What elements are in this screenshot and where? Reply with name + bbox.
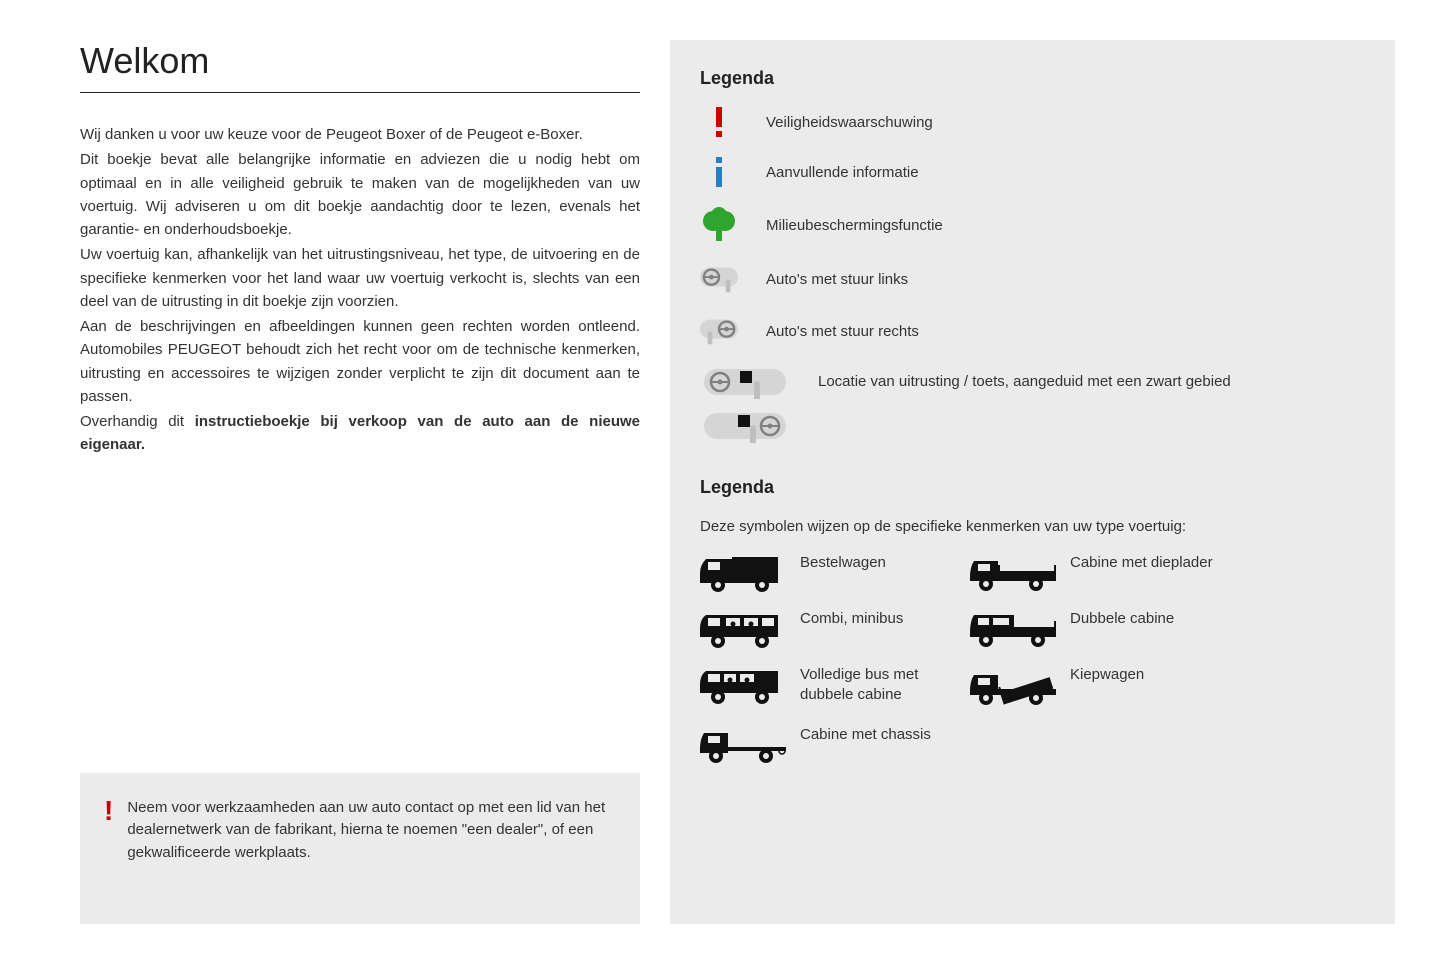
para-5-pre: Overhandig dit [80, 413, 195, 430]
legend-location-label: Locatie van uitrusting / toets, aangedui… [818, 367, 1365, 392]
doublecab-label: Dubbele cabine [1070, 607, 1365, 629]
tipper-label: Kiepwagen [1070, 663, 1365, 685]
para-5: Overhandig dit instructieboekje bij verk… [80, 410, 640, 457]
warning-box: ! Neem voor werkzaamheden aan uw auto co… [80, 773, 640, 925]
chassis-icon [700, 723, 790, 765]
warning-icon: ! [104, 797, 113, 865]
vehicle-grid: Bestelwagen Cabine met dieplader [700, 551, 1365, 765]
flatbed-icon [970, 551, 1060, 593]
combi-label: Combi, minibus [800, 607, 960, 629]
flatbed-label: Cabine met dieplader [1070, 551, 1365, 573]
bus-icon [700, 663, 790, 705]
legend-row-safety: Veiligheidswaarschuwing [700, 107, 1365, 137]
legend-safety-label: Veiligheidswaarschuwing [766, 112, 1365, 133]
chassis-label: Cabine met chassis [800, 723, 960, 745]
steering-right-icon [700, 315, 738, 347]
legend-info-label: Aanvullende informatie [766, 162, 1365, 183]
exclamation-icon [700, 107, 738, 137]
legend-row-env: Milieubeschermingsfunctie [700, 207, 1365, 243]
legend2-title: Legenda [700, 477, 1365, 498]
left-column: Welkom Wij danken u voor uw keuze voor d… [80, 40, 670, 924]
legend-row-rhd: Auto's met stuur rechts [700, 315, 1365, 347]
right-column: Legenda Veiligheidswaarschuwing Aanvulle… [670, 40, 1395, 924]
body-text: Wij danken u voor uw keuze voor de Peuge… [80, 123, 640, 459]
page-title: Welkom [80, 40, 640, 82]
para-1: Wij danken u voor uw keuze voor de Peuge… [80, 123, 640, 146]
van-icon [700, 551, 790, 593]
legend-rhd-label: Auto's met stuur rechts [766, 321, 1365, 342]
para-3: Uw voertuig kan, afhankelijk van het uit… [80, 243, 640, 313]
legend-row-info: Aanvullende informatie [700, 157, 1365, 187]
combi-icon [700, 607, 790, 649]
legend-row-lhd: Auto's met stuur links [700, 263, 1365, 295]
tipper-icon [970, 663, 1060, 709]
legend2-subtitle: Deze symbolen wijzen op de specifieke ke… [700, 516, 1365, 537]
title-divider [80, 92, 640, 93]
bus-label: Volledige bus met dubbele cabine [800, 663, 960, 704]
tree-icon [700, 207, 738, 243]
van-label: Bestelwagen [800, 551, 960, 573]
warning-text: Neem voor werkzaamheden aan uw auto cont… [127, 797, 616, 865]
doublecab-icon [970, 607, 1060, 649]
legend-row-location: Locatie van uitrusting / toets, aangedui… [700, 367, 1365, 447]
location-icon [700, 367, 790, 447]
legend1-title: Legenda [700, 68, 1365, 89]
info-icon [700, 157, 738, 187]
para-4: Aan de beschrijvingen en afbeeldingen ku… [80, 315, 640, 408]
legend1-list: Veiligheidswaarschuwing Aanvullende info… [700, 107, 1365, 447]
legend-lhd-label: Auto's met stuur links [766, 269, 1365, 290]
legend-env-label: Milieubeschermingsfunctie [766, 215, 1365, 236]
para-2: Dit boekje bevat alle belangrijke inform… [80, 148, 640, 241]
steering-left-icon [700, 263, 738, 295]
